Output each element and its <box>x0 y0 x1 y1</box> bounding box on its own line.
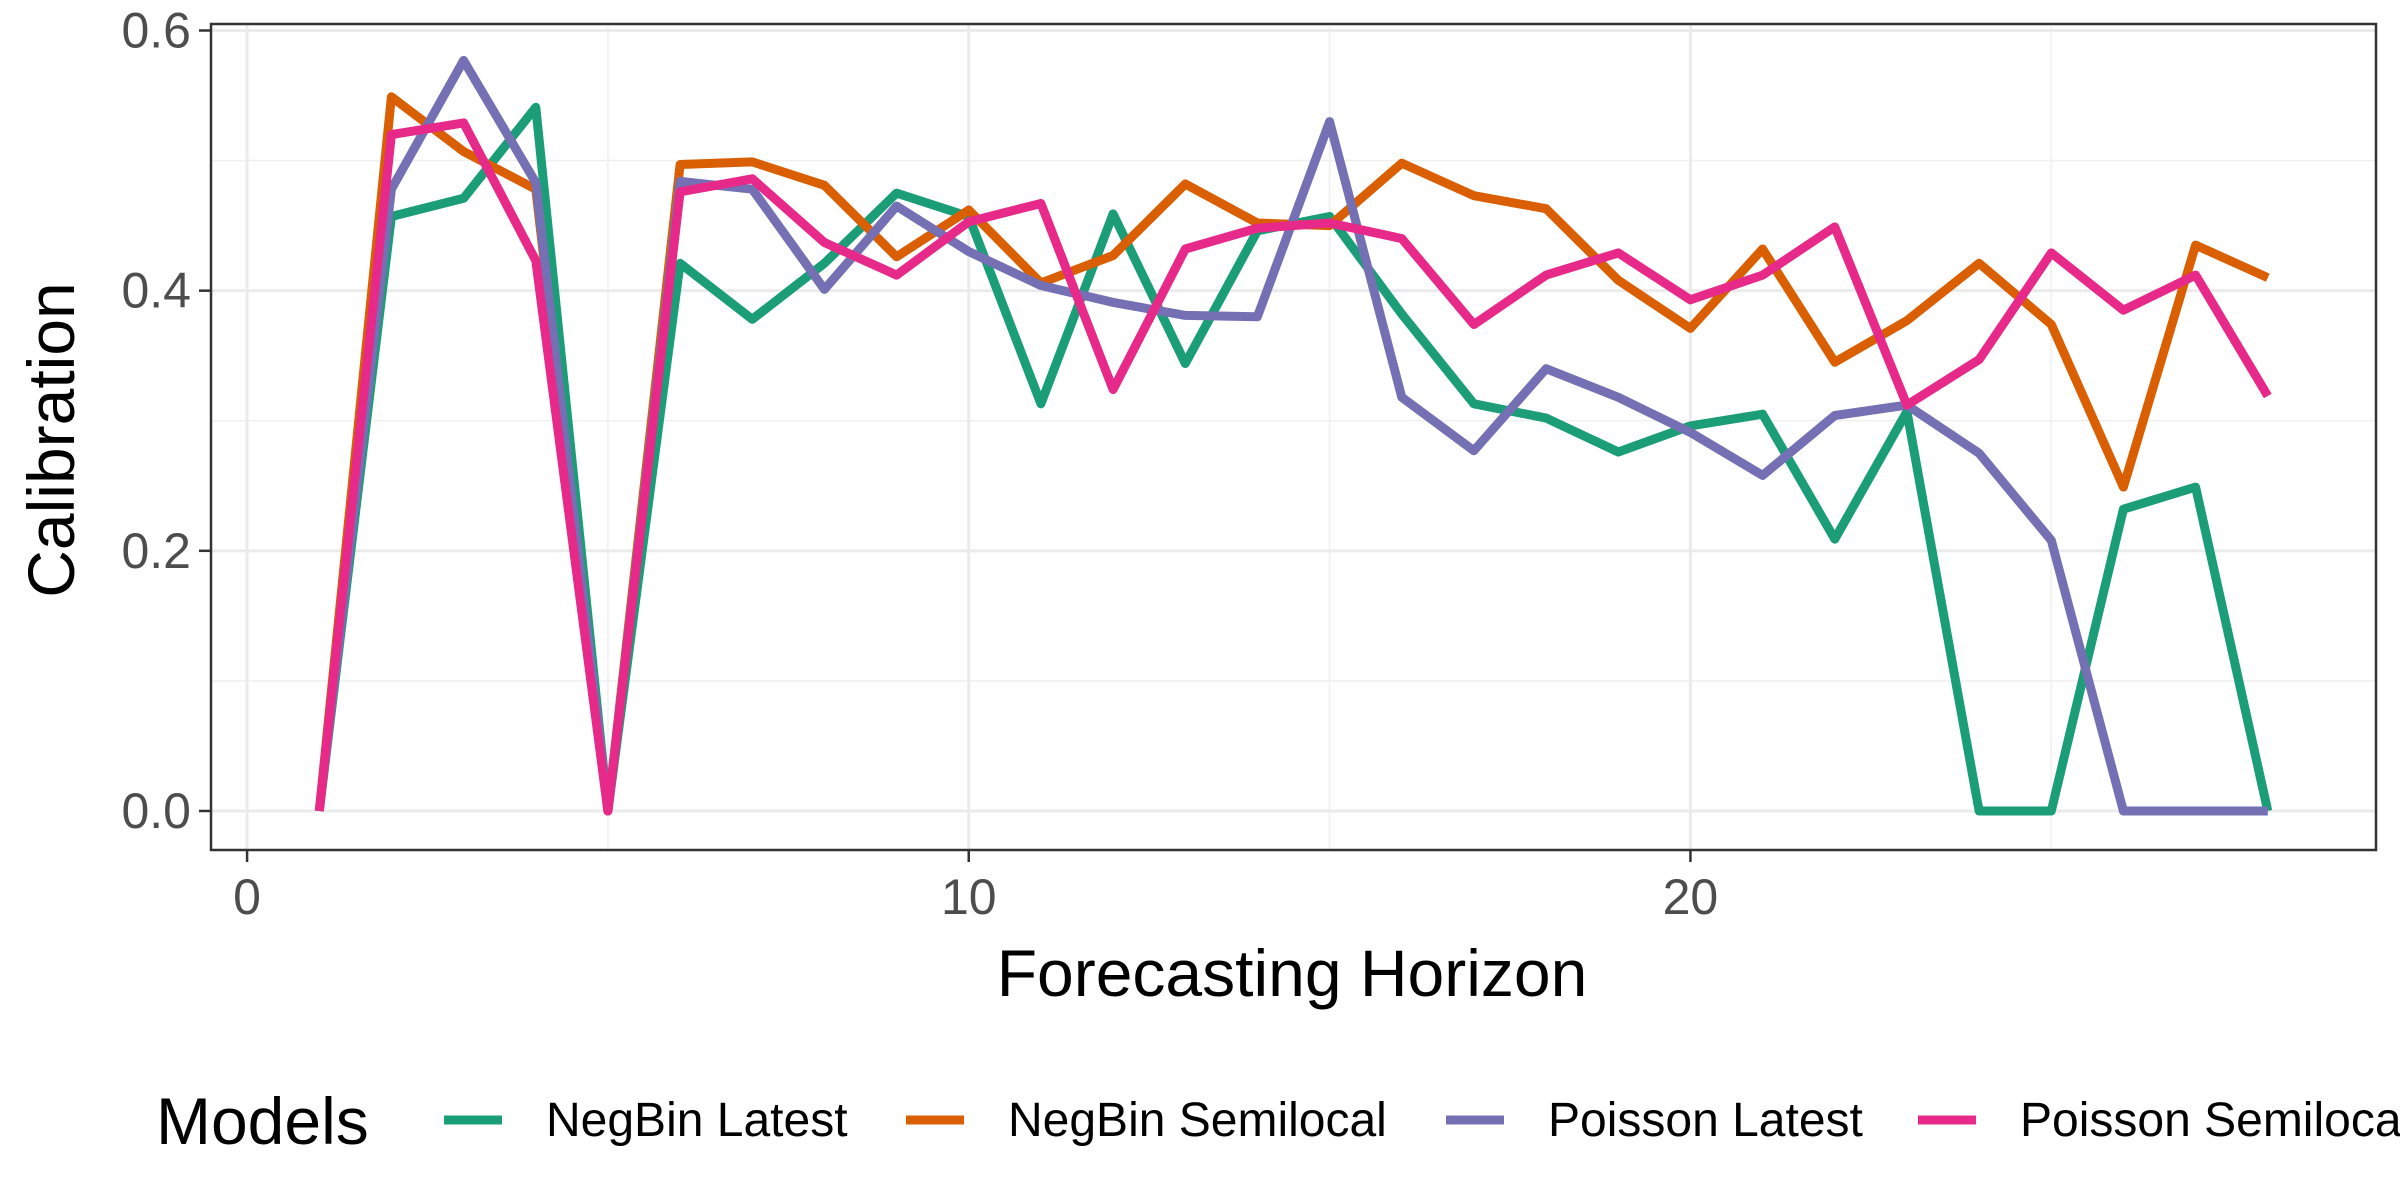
x-axis: 0 10 20 <box>233 850 1718 925</box>
legend-item-negbin-latest: NegBin Latest <box>444 1094 848 1147</box>
y-tick-label: 0.0 <box>121 783 191 839</box>
x-tick-label: 10 <box>941 869 997 925</box>
legend-label-poisson-semilocal: Poisson Semilocal <box>2020 1094 2400 1147</box>
legend-label-poisson-latest: Poisson Latest <box>1548 1094 1863 1147</box>
y-tick-label: 0.6 <box>121 3 191 59</box>
x-axis-title: Forecasting Horizon <box>997 936 1588 1010</box>
legend: Models NegBin Latest NegBin Semilocal Pois… <box>156 1084 2400 1158</box>
series-lines <box>314 55 2273 816</box>
x-tick-label: 0 <box>233 869 261 925</box>
x-tick-label: 20 <box>1663 869 1719 925</box>
plot-panel-border <box>209 22 2378 852</box>
legend-label-negbin-latest: NegBin Latest <box>546 1094 848 1147</box>
plot-border <box>209 22 2378 852</box>
legend-item-poisson-semilocal: Poisson Semilocal <box>1918 1094 2400 1147</box>
y-axis-title: Calibration <box>14 282 88 598</box>
y-tick-label: 0.4 <box>121 263 191 319</box>
y-tick-label: 0.2 <box>121 523 191 579</box>
legend-item-negbin-semilocal: NegBin Semilocal <box>906 1094 1387 1147</box>
series-line-poisson-semilocal <box>314 118 2272 816</box>
legend-title: Models <box>156 1084 369 1158</box>
legend-item-poisson-latest: Poisson Latest <box>1446 1094 1863 1147</box>
legend-label-negbin-semilocal: NegBin Semilocal <box>1008 1094 1387 1147</box>
y-axis: 0.0 0.2 0.4 0.6 <box>121 3 211 839</box>
